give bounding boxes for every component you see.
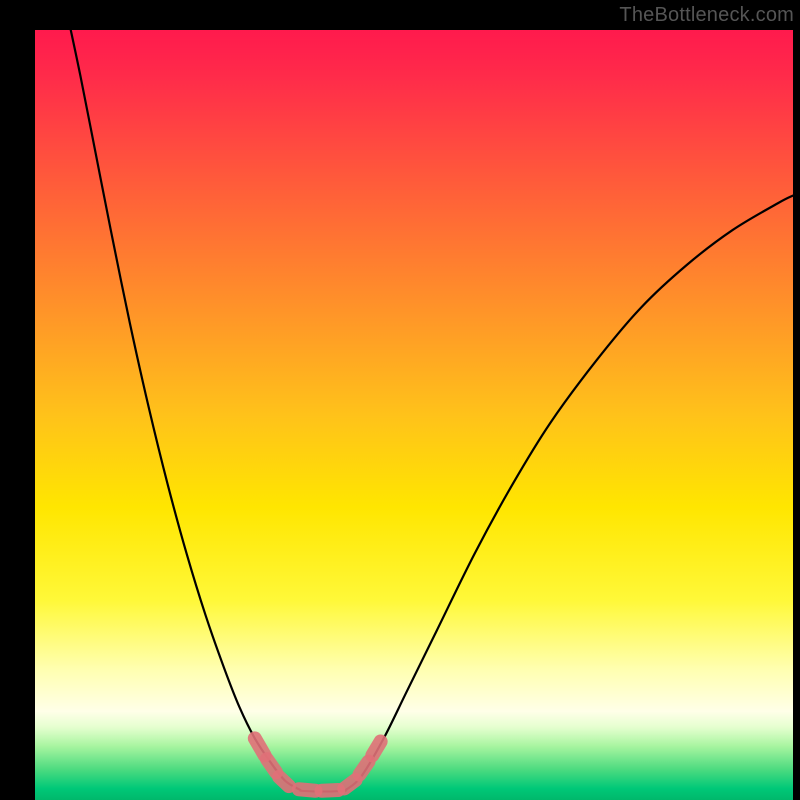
marker-seg-0	[255, 738, 265, 755]
marker-seg-1	[267, 759, 276, 772]
bottleneck-curve-chart	[0, 0, 800, 800]
marker-seg-7	[372, 741, 380, 755]
watermark-text: TheBottleneck.com	[619, 4, 794, 27]
marker-seg-2	[279, 777, 289, 786]
marker-seg-6	[359, 762, 368, 775]
chart-gradient-bg	[35, 30, 793, 800]
marker-seg-3	[299, 789, 316, 791]
marker-seg-4	[322, 790, 339, 791]
marker-seg-5	[344, 780, 355, 788]
